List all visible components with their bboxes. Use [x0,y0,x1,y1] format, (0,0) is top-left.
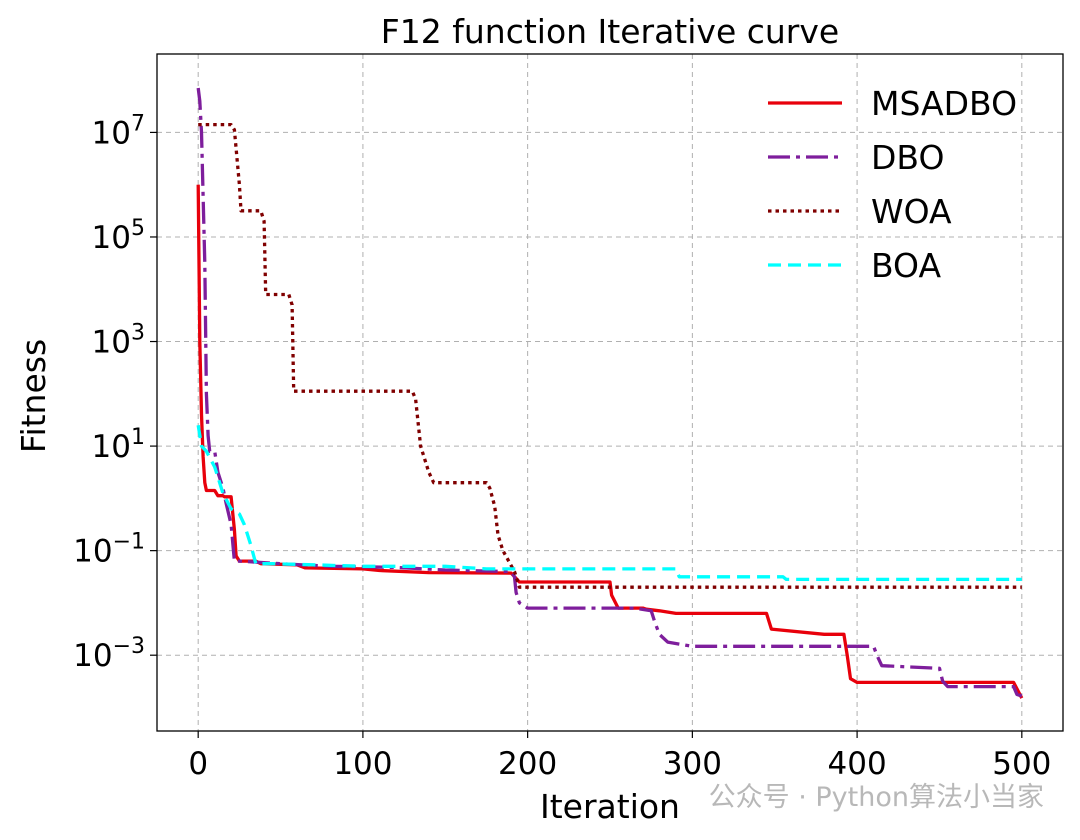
x-tick-label: 300 [663,746,722,782]
plot-frame [156,53,1064,732]
y-tick-base: 10 [92,429,131,465]
y-tick-label: 101 [92,425,145,465]
chart-title: F12 function Iterative curve [381,12,839,51]
x-tick-label: 200 [498,746,557,782]
y-tick-exponent: 5 [131,216,145,241]
y-tick-label: 105 [92,216,145,256]
x-tick-label: 100 [333,746,392,782]
y-tick-base: 10 [73,534,112,570]
y-tick-label: 10−3 [73,634,145,674]
series-line-msadbo [196,184,1024,699]
y-tick-exponent: 7 [131,111,145,136]
x-tick-label: 400 [828,746,887,782]
watermark-text: 公众号 · Python算法小当家 [709,782,1044,813]
y-tick-base: 10 [92,220,131,256]
y-axis-label: Fitness [14,339,53,453]
legend-label-boa: BOA [871,246,941,285]
y-tick-exponent: −3 [113,634,145,659]
y-tick-exponent: 3 [131,321,145,346]
legend-label-dbo: DBO [871,138,944,177]
y-tick-base: 10 [92,325,131,361]
grid [157,54,1063,731]
y-tick-exponent: 1 [131,425,145,450]
y-tick-exponent: −1 [113,530,145,555]
y-tick-base: 10 [73,638,112,674]
y-tick-base: 10 [92,115,131,151]
legend-label-msadbo: MSADBO [871,84,1017,123]
x-tick-label: 500 [992,746,1051,782]
series-line-dbo [196,87,1023,698]
x-axis-label: Iteration [540,787,680,826]
series-line-boa [196,424,1022,582]
legend: MSADBO DBO WOA BOA [768,84,1017,285]
axes-frame [156,53,1064,732]
y-tick-label: 10−1 [73,530,145,570]
legend-label-woa: WOA [871,192,952,231]
y-tick-label: 103 [92,321,145,361]
series-lines [196,87,1024,699]
series-line-woa [198,122,1022,589]
y-tick-label: 107 [92,111,145,151]
x-tick-label: 0 [188,746,208,782]
